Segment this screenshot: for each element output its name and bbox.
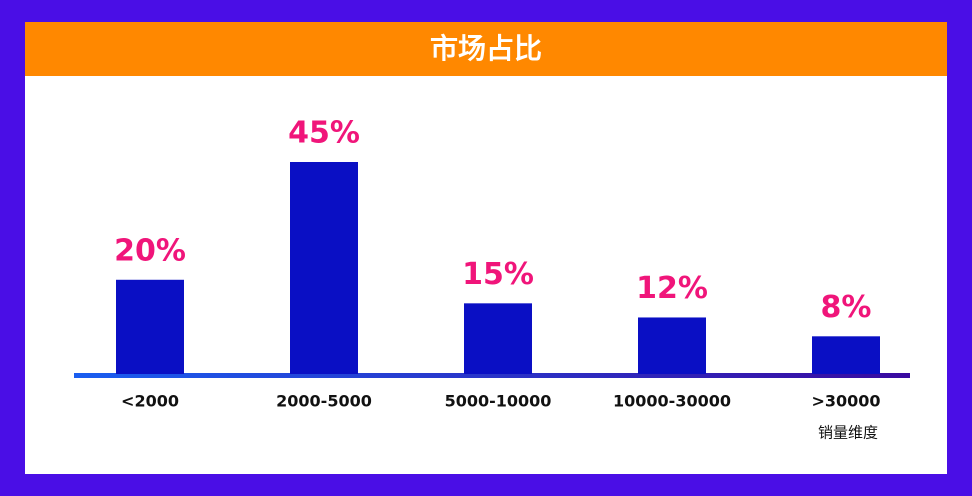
bar	[116, 279, 184, 374]
value-label: 20%	[114, 233, 186, 268]
chart-title: 市场占比	[430, 32, 542, 65]
header	[25, 22, 947, 76]
bar	[290, 162, 358, 374]
value-label: 45%	[288, 116, 360, 151]
x-tick-label: 5000-10000	[445, 392, 552, 411]
panel	[25, 22, 947, 474]
x-axis-label: 销量维度	[818, 424, 878, 442]
x-tick-label: >30000	[811, 392, 880, 411]
value-label: 12%	[636, 271, 708, 306]
value-label: 8%	[821, 290, 872, 325]
x-tick-label: 2000-5000	[276, 392, 372, 411]
bar	[464, 303, 532, 374]
x-tick-label: <2000	[121, 392, 179, 411]
x-axis	[74, 373, 910, 378]
x-tick-label: 10000-30000	[613, 392, 731, 411]
value-label: 15%	[462, 257, 534, 292]
bar	[638, 317, 706, 374]
bar	[812, 336, 880, 374]
